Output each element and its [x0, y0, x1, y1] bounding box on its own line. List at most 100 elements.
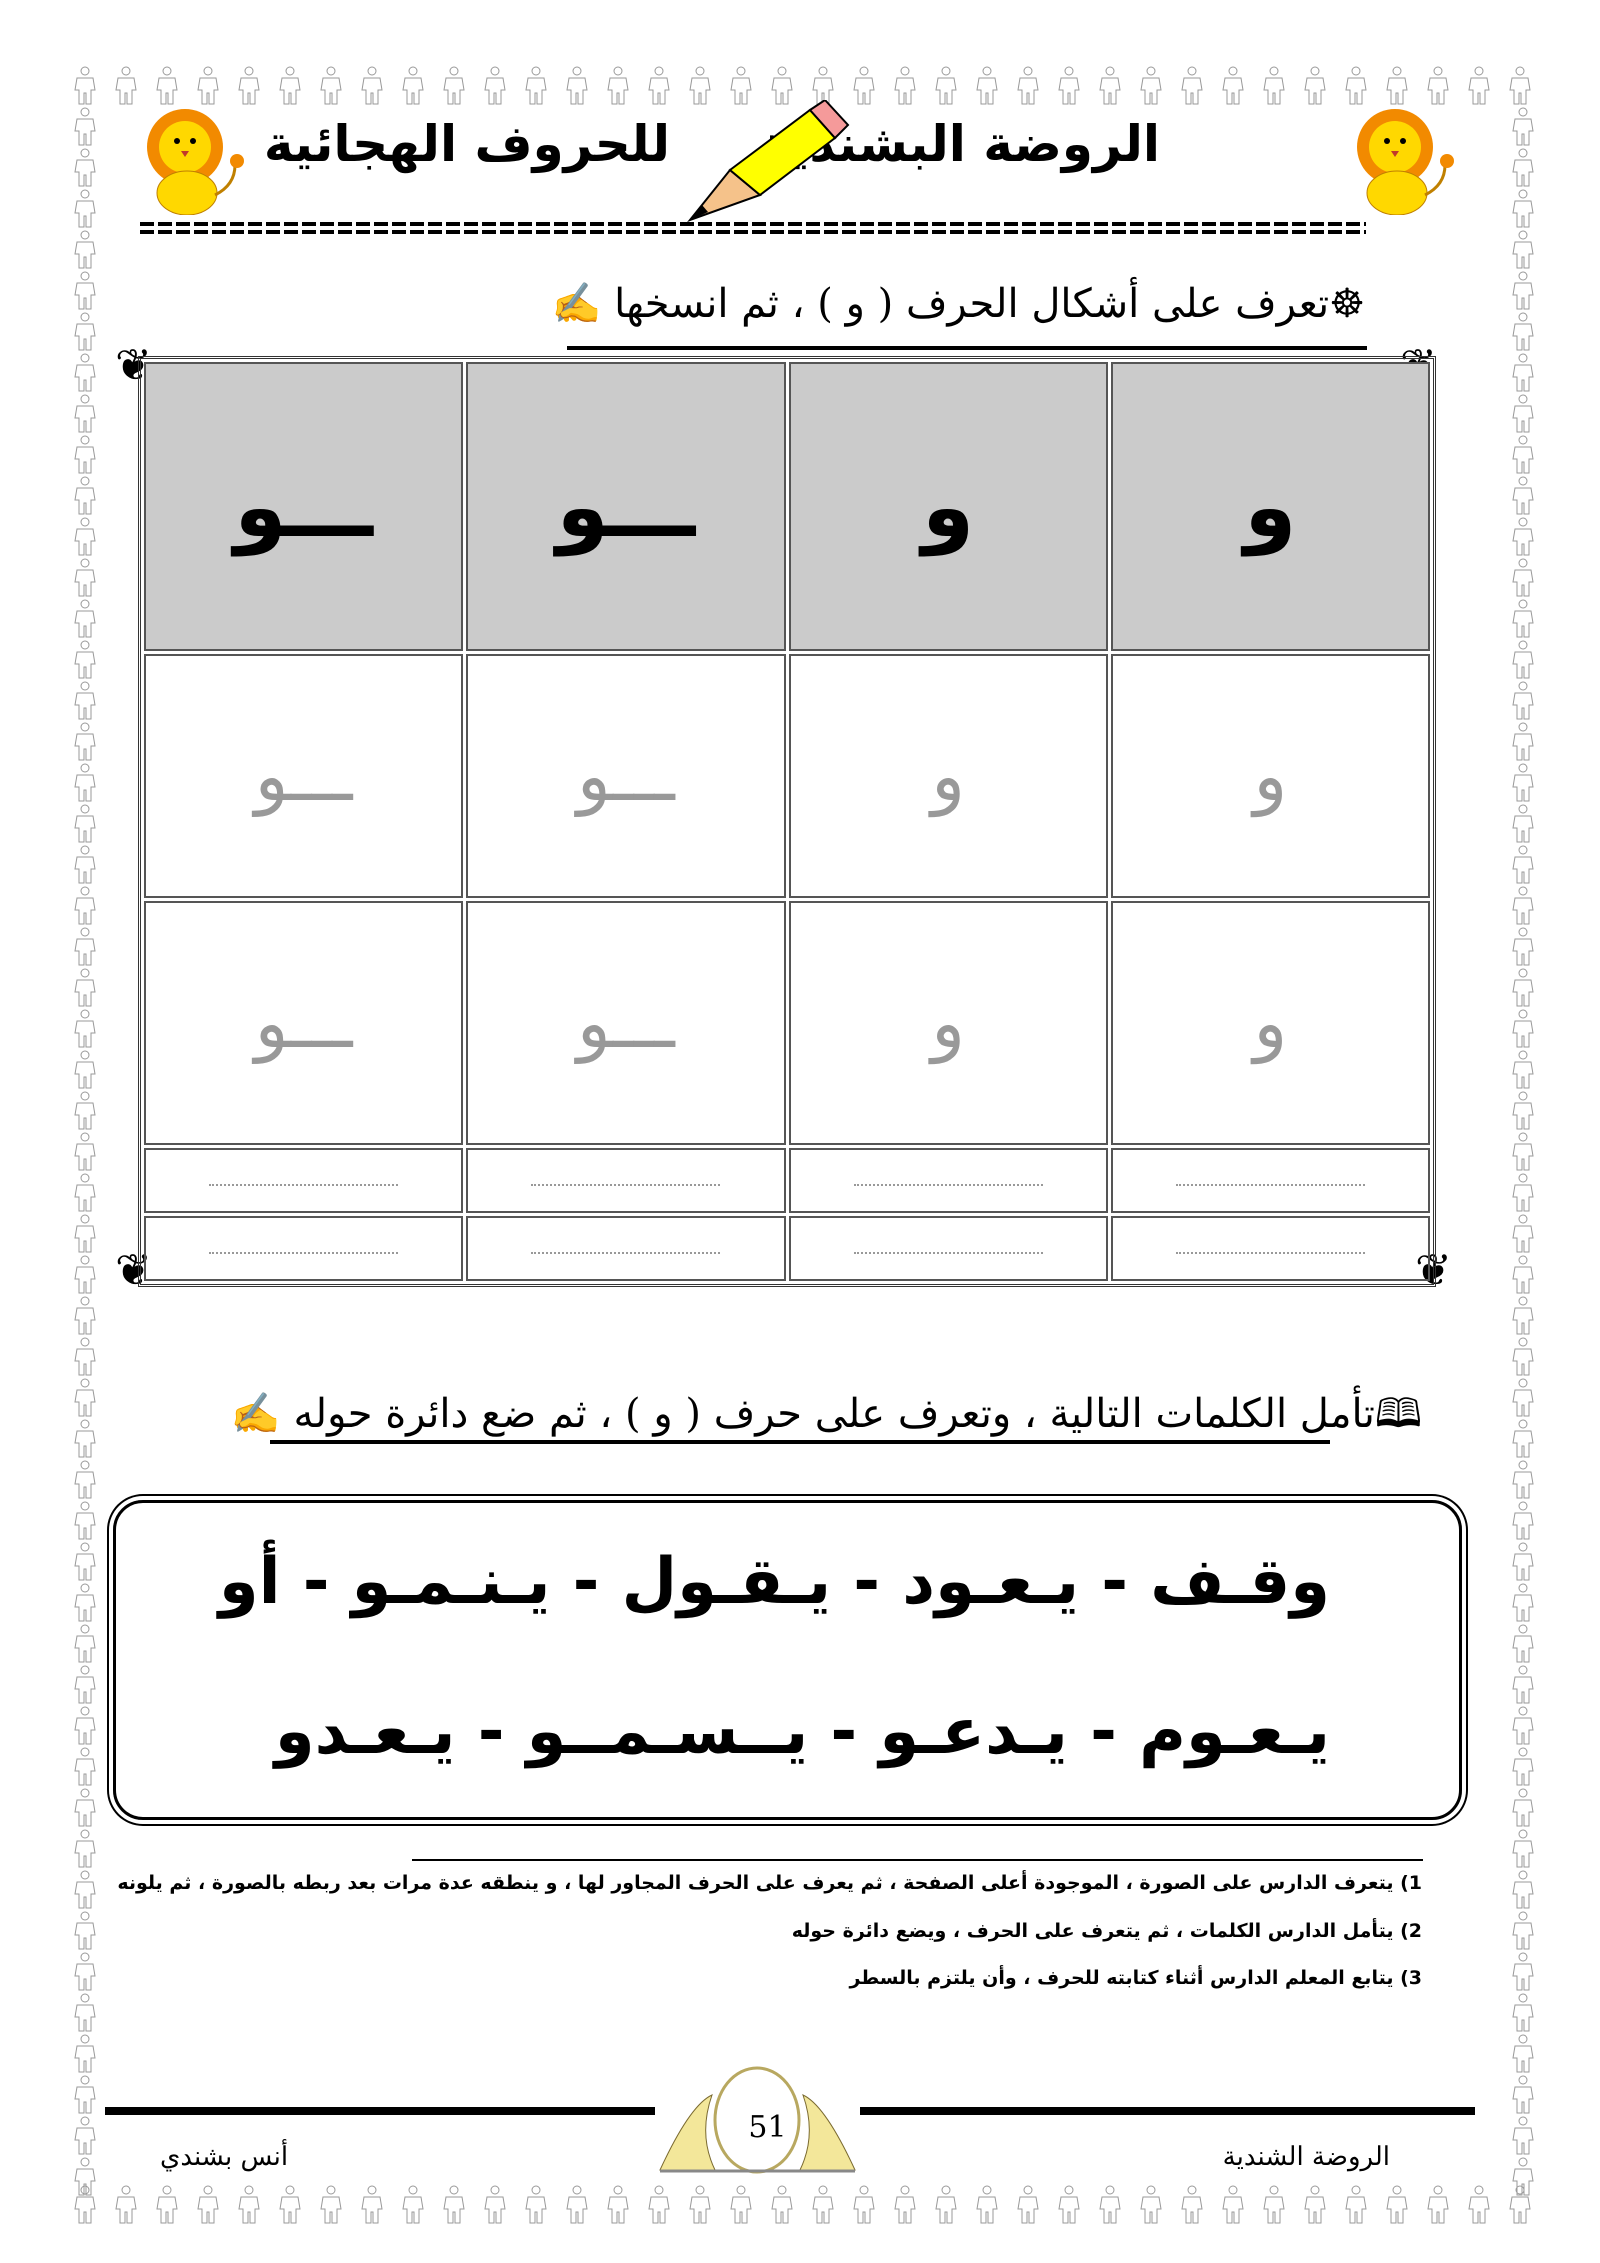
writing-cell[interactable] — [144, 1147, 464, 1213]
person-figure-icon — [1220, 2185, 1246, 2225]
person-figure-icon — [318, 2185, 344, 2225]
trace-cell[interactable]: ـــو — [466, 654, 786, 898]
person-figure-icon — [1510, 1747, 1536, 1787]
person-figure-icon — [1466, 66, 1492, 106]
footer-line-right — [860, 2107, 1475, 2115]
person-figure-icon — [72, 1706, 98, 1746]
person-figure-icon — [1510, 189, 1536, 229]
person-figure-icon — [400, 66, 426, 106]
writing-cell[interactable] — [788, 1147, 1108, 1213]
writing-row — [144, 1147, 1430, 1213]
person-figure-icon — [1510, 2157, 1536, 2197]
person-figure-icon — [72, 1501, 98, 1541]
person-figure-icon — [1510, 1952, 1536, 1992]
person-figure-icon — [72, 353, 98, 393]
person-figure-icon — [482, 2185, 508, 2225]
person-figure-icon — [1510, 1829, 1536, 1869]
person-figure-icon — [72, 1747, 98, 1787]
person-figure-icon — [1510, 394, 1536, 434]
person-figure-icon — [318, 66, 344, 106]
page-number-ornament — [659, 2066, 856, 2174]
trace-cell[interactable]: و — [788, 654, 1108, 898]
trace-cell[interactable]: و — [788, 900, 1108, 1145]
person-figure-icon — [564, 66, 590, 106]
section1-underline — [567, 346, 1367, 350]
person-figure-icon — [72, 927, 98, 967]
person-figure-icon — [1510, 1911, 1536, 1951]
person-figure-icon — [1510, 476, 1536, 516]
letter-cell: و — [1110, 362, 1430, 652]
person-figure-icon — [1425, 2185, 1451, 2225]
person-figure-icon — [72, 599, 98, 639]
letter-cell: ـــو — [466, 362, 786, 652]
person-figure-icon — [1510, 353, 1536, 393]
person-figure-icon — [72, 1255, 98, 1295]
person-figure-icon — [72, 1132, 98, 1172]
dotted-line — [531, 1251, 721, 1254]
trace-cell[interactable]: ـــو — [144, 900, 464, 1145]
person-figure-icon — [72, 1829, 98, 1869]
header-divider — [140, 230, 1366, 234]
person-figure-icon — [1510, 1378, 1536, 1418]
person-figure-icon — [1510, 1296, 1536, 1336]
writing-cell[interactable] — [466, 1215, 786, 1281]
person-figure-icon — [1056, 2185, 1082, 2225]
writing-cell[interactable] — [1110, 1215, 1430, 1281]
person-figure-icon — [1510, 1993, 1536, 2033]
writing-cell[interactable] — [788, 1215, 1108, 1281]
writing-hand-icon: ✍ — [551, 281, 602, 327]
writing-cell[interactable] — [1110, 1147, 1430, 1213]
lion-icon — [147, 109, 244, 215]
person-figure-icon — [728, 2185, 754, 2225]
person-figure-icon — [1510, 681, 1536, 721]
person-figure-icon — [1510, 1460, 1536, 1500]
dotted-line — [853, 1183, 1043, 1186]
person-figure-icon — [72, 886, 98, 926]
person-figure-icon — [728, 66, 754, 106]
person-figure-icon — [72, 476, 98, 516]
person-figure-icon — [359, 2185, 385, 2225]
person-figure-icon — [687, 66, 713, 106]
person-figure-icon — [72, 1214, 98, 1254]
person-figure-icon — [892, 66, 918, 106]
person-figure-icon — [72, 1583, 98, 1623]
person-figure-icon — [72, 1173, 98, 1213]
person-figure-icon — [72, 2185, 98, 2225]
trace-cell[interactable]: ـــو — [466, 900, 786, 1145]
person-figure-icon — [769, 66, 795, 106]
trace-row: و و ـــو ـــو — [144, 900, 1430, 1145]
person-figure-icon — [154, 66, 180, 106]
person-figure-icon — [72, 2116, 98, 2156]
person-figure-icon — [72, 1952, 98, 1992]
person-figure-icon — [1510, 517, 1536, 557]
trace-cell[interactable]: ـــو — [144, 654, 464, 898]
person-figure-icon — [1510, 1132, 1536, 1172]
person-figure-icon — [1056, 66, 1082, 106]
person-figure-icon — [1510, 640, 1536, 680]
person-figure-icon — [195, 2185, 221, 2225]
person-figure-icon — [1510, 927, 1536, 967]
trace-cell[interactable]: و — [1110, 900, 1430, 1145]
person-figure-icon — [72, 1624, 98, 1664]
writing-cell[interactable] — [466, 1147, 786, 1213]
writing-cell[interactable] — [144, 1215, 464, 1281]
person-figure-icon — [974, 66, 1000, 106]
person-figure-icon — [851, 66, 877, 106]
person-figure-icon — [646, 2185, 672, 2225]
person-figure-icon — [1097, 66, 1123, 106]
person-figure-icon — [1510, 271, 1536, 311]
person-figure-icon — [1138, 2185, 1164, 2225]
trace-cell[interactable]: و — [1110, 654, 1430, 898]
person-figure-icon — [72, 1788, 98, 1828]
person-figure-icon — [72, 1911, 98, 1951]
note-2: 2) يتأمل الدارس الكلمات ، ثم يتعرف على ا… — [791, 1920, 1422, 1942]
ship-wheel-icon: ☸ — [1329, 281, 1365, 327]
person-figure-icon — [72, 148, 98, 188]
dotted-line — [531, 1183, 721, 1186]
section1-instruction: ☸تعرف على أشكال الحرف ( و ) ، ثم انسخها … — [551, 281, 1365, 327]
person-figure-icon — [72, 804, 98, 844]
person-figure-icon — [1510, 804, 1536, 844]
note-3: 3) يتابع المعلم الدارس أثناء كتابته للحر… — [849, 1967, 1422, 1989]
person-figure-icon — [1510, 230, 1536, 270]
person-figure-icon — [72, 845, 98, 885]
